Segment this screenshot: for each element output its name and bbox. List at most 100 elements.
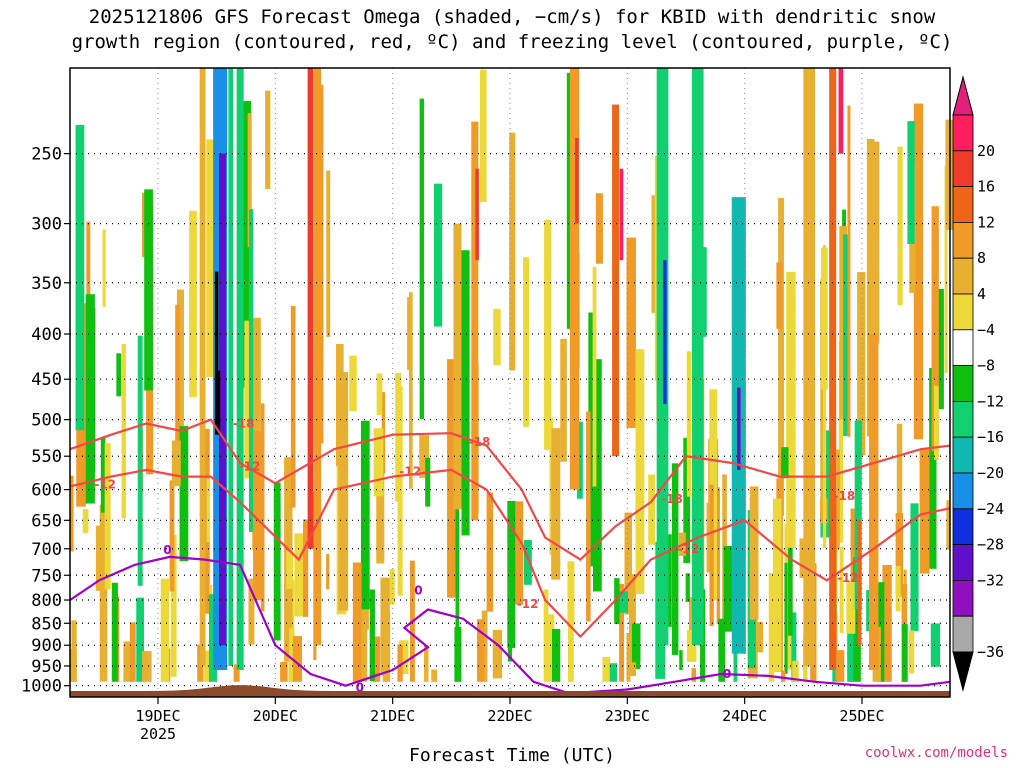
omega-streak <box>513 501 524 605</box>
omega-streak <box>399 640 409 674</box>
omega-patch <box>619 168 624 261</box>
y-tick-label: 350 <box>31 274 62 294</box>
omega-streak <box>799 538 806 578</box>
omega-streak <box>686 351 692 497</box>
omega-streak <box>543 589 549 682</box>
omega-streak <box>273 482 281 641</box>
omega-streak <box>835 650 845 682</box>
omega-streak <box>685 573 690 602</box>
x-tick-label: 24DEC <box>722 707 767 725</box>
omega-streak <box>376 373 383 416</box>
omega-streak <box>265 90 271 190</box>
contour-label: -12 <box>239 460 261 474</box>
contour-label: -12 <box>94 477 116 491</box>
omega-streak <box>208 594 217 682</box>
omega-streak <box>843 234 849 436</box>
omega-patch <box>314 68 322 646</box>
omega-streak <box>686 630 697 662</box>
omega-streak <box>349 355 357 412</box>
omega-streak <box>820 278 826 517</box>
omega-streak <box>382 611 391 682</box>
omega-streak <box>602 657 611 682</box>
omega-streak <box>907 121 915 244</box>
credit-watermark: coolwx.com/models <box>864 745 1008 761</box>
omega-streak <box>850 508 856 597</box>
omega-streak <box>493 308 501 366</box>
omega-streak <box>247 113 252 248</box>
omega-streak <box>260 403 265 612</box>
chart-title-line2: growth region (contoured, red, ºC) and f… <box>71 31 953 53</box>
omega-streak <box>206 478 210 543</box>
omega-streak <box>679 650 683 671</box>
omega-streak <box>836 449 840 549</box>
omega-streak <box>376 429 385 564</box>
omega-streak <box>289 627 295 682</box>
y-tick-label: 400 <box>31 325 62 345</box>
omega-streak <box>784 562 788 674</box>
omega-patch <box>471 121 479 521</box>
omega-streak <box>946 500 950 550</box>
x-axis-title: Forecast Time (UTC) <box>409 745 615 766</box>
colorbar-swatch <box>952 329 974 366</box>
colorbar-swatch <box>952 150 974 188</box>
omega-streak <box>544 219 552 450</box>
omega-streak <box>286 551 294 589</box>
omega-streak <box>137 335 143 586</box>
x-tick-label: 23DEC <box>605 707 650 725</box>
contour-label: -12 <box>678 542 700 556</box>
contour-label: 0 <box>723 667 731 681</box>
omega-streak <box>788 451 794 515</box>
omega-streak <box>129 622 136 682</box>
colorbar-label: −36 <box>977 643 1004 661</box>
omega-streak <box>176 289 184 456</box>
y-tick-label: 450 <box>31 370 62 390</box>
omega-streak <box>792 660 799 682</box>
plot-area: -18 -18 -18 -18 -12 -12 -12 -12 -12 -12 0 0 0 0 <box>69 68 955 697</box>
contour-label: -12 <box>837 571 859 585</box>
omega-streak <box>791 612 797 682</box>
contour-line <box>69 555 951 695</box>
contour-label: -18 <box>233 416 255 430</box>
omega-streak <box>111 582 118 682</box>
omega-streak <box>853 557 861 682</box>
omega-patch <box>737 387 741 470</box>
colorbar-swatch <box>952 508 974 545</box>
omega-streak <box>631 623 641 663</box>
omega-streak <box>895 512 904 595</box>
y-tick-label: 300 <box>31 215 62 235</box>
omega-streak <box>913 103 924 440</box>
omega-streak <box>691 668 697 682</box>
omega-streak <box>95 525 103 591</box>
x-tick-label: 20DEC <box>253 707 298 725</box>
omega-streak <box>718 618 726 682</box>
omega-patch <box>869 334 879 670</box>
omega-streak <box>651 195 657 313</box>
omega-patch <box>217 370 221 435</box>
colorbar-label: 12 <box>977 213 995 231</box>
omega-streak <box>170 534 177 677</box>
omega-streak <box>338 372 349 611</box>
omega-streak <box>141 651 152 682</box>
omega-streak <box>326 170 331 337</box>
omega-patch <box>656 68 669 646</box>
x-tick-label: 22DEC <box>487 707 532 725</box>
omega-streak <box>931 206 939 452</box>
omega-patch <box>475 168 479 261</box>
omega-streak <box>930 623 941 667</box>
omega-streak <box>560 338 567 462</box>
omega-streak <box>424 644 429 682</box>
omega-streak <box>910 503 919 632</box>
omega-patch <box>838 68 844 154</box>
omega-streak <box>546 614 555 682</box>
omega-streak <box>453 223 462 510</box>
omega-streak <box>781 670 786 682</box>
contour-label: -18 <box>834 489 856 503</box>
omega-streak <box>838 341 844 543</box>
omega-streak <box>99 505 108 682</box>
omega-streak <box>169 480 175 592</box>
contour-label: 0 <box>356 681 364 695</box>
omega-streak <box>280 661 288 682</box>
omega-patch <box>219 153 227 646</box>
omega-streak <box>619 591 628 613</box>
colorbar-label: −32 <box>977 571 1004 589</box>
